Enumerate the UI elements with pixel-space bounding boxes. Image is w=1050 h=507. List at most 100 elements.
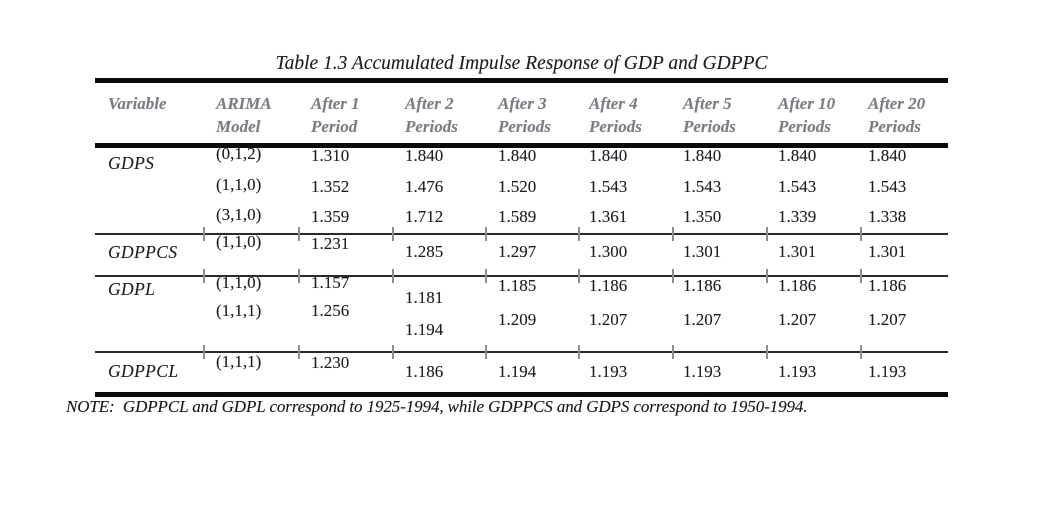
value-cell: 1.285	[405, 242, 444, 261]
column-boundary-tick	[392, 227, 394, 241]
value-cell: 1.310	[311, 146, 350, 165]
value-cell: 1.543	[778, 177, 817, 196]
value-cell: 1.840	[683, 146, 722, 165]
arima-model-cell: (1,1,1)	[216, 352, 262, 371]
column-boundary-tick	[203, 227, 205, 241]
value-cell: 1.520	[498, 177, 537, 196]
value-cell: 1.589	[498, 207, 537, 226]
arima-model-cell: (1,1,1)	[216, 301, 262, 320]
column-header-line: Periods	[589, 117, 642, 136]
value-cell: 1.543	[589, 177, 628, 196]
column-header-line: ARIMA	[216, 94, 272, 113]
column-boundary-tick	[203, 269, 205, 283]
thick-horizontal-rule	[95, 392, 948, 397]
column-header-line: Period	[311, 117, 358, 136]
value-cell: 1.476	[405, 177, 444, 196]
column-header-line: Periods	[405, 117, 458, 136]
column-boundary-tick	[298, 269, 300, 283]
column-boundary-tick	[672, 227, 674, 241]
value-cell: 1.840	[868, 146, 907, 165]
column-boundary-tick	[578, 269, 580, 283]
column-boundary-tick	[766, 269, 768, 283]
column-boundary-tick	[578, 227, 580, 241]
column-header-line: After 1	[311, 94, 360, 113]
value-cell: 1.231	[311, 234, 350, 253]
value-cell: 1.194	[498, 362, 537, 381]
column-header: After 20 Periods	[868, 92, 925, 138]
value-cell: 1.339	[778, 207, 817, 226]
variable-label: GDPPCS	[108, 242, 178, 262]
value-cell: 1.350	[683, 207, 722, 226]
variable-label: GDPS	[108, 153, 155, 173]
column-boundary-tick	[766, 345, 768, 359]
value-cell: 1.712	[405, 207, 444, 226]
value-cell: 1.207	[868, 310, 907, 329]
column-header-line: Periods	[498, 117, 551, 136]
value-cell: 1.181	[405, 288, 444, 307]
table-title: Table 1.3 Accumulated Impulse Response o…	[275, 53, 768, 74]
value-cell: 1.301	[778, 242, 817, 261]
value-cell: 1.207	[683, 310, 722, 329]
column-header-line: After 3	[498, 94, 547, 113]
value-cell: 1.185	[498, 276, 537, 295]
column-boundary-tick	[860, 227, 862, 241]
column-header: After 4 Periods	[589, 92, 642, 138]
column-boundary-tick	[392, 345, 394, 359]
column-header-line: After 20	[868, 94, 926, 113]
value-cell: 1.207	[589, 310, 628, 329]
column-header: After 3 Periods	[498, 92, 551, 138]
thick-horizontal-rule	[95, 143, 948, 148]
value-cell: 1.193	[683, 362, 722, 381]
value-cell: 1.186	[683, 276, 722, 295]
value-cell: 1.186	[778, 276, 817, 295]
value-cell: 1.193	[868, 362, 907, 381]
column-boundary-tick	[860, 345, 862, 359]
column-header-line: After 4	[589, 94, 638, 113]
arima-model-cell: (3,1,0)	[216, 205, 262, 224]
value-cell: 1.300	[589, 242, 628, 261]
column-header-line: Periods	[683, 117, 736, 136]
value-cell: 1.338	[868, 207, 907, 226]
column-boundary-tick	[298, 345, 300, 359]
value-cell: 1.361	[589, 207, 628, 226]
value-cell: 1.230	[311, 353, 350, 372]
thick-horizontal-rule	[95, 78, 948, 83]
value-cell: 1.186	[589, 276, 628, 295]
value-cell: 1.193	[778, 362, 817, 381]
column-header-line: Model	[216, 117, 261, 136]
arima-model-cell: (1,1,0)	[216, 175, 262, 194]
column-header: After 5 Periods	[683, 92, 736, 138]
variable-label: GDPL	[108, 279, 156, 299]
value-cell: 1.840	[589, 146, 628, 165]
column-header-line: Periods	[778, 117, 831, 136]
value-cell: 1.297	[498, 242, 537, 261]
value-cell: 1.207	[778, 310, 817, 329]
value-cell: 1.840	[498, 146, 537, 165]
thin-horizontal-rule	[95, 233, 948, 235]
value-cell: 1.186	[868, 276, 907, 295]
value-cell: 1.193	[589, 362, 628, 381]
column-header-line: Periods	[868, 117, 921, 136]
value-cell: 1.186	[405, 362, 444, 381]
arima-model-cell: (1,1,0)	[216, 232, 262, 251]
column-header: After 10 Periods	[778, 92, 835, 138]
column-boundary-tick	[672, 345, 674, 359]
value-cell: 1.194	[405, 320, 444, 339]
value-cell: 1.543	[683, 177, 722, 196]
column-boundary-tick	[485, 345, 487, 359]
value-cell: 1.359	[311, 207, 350, 226]
value-cell: 1.543	[868, 177, 907, 196]
value-cell: 1.209	[498, 310, 537, 329]
column-boundary-tick	[392, 269, 394, 283]
variable-label: GDPPCL	[108, 361, 179, 381]
column-boundary-tick	[485, 227, 487, 241]
value-cell: 1.301	[868, 242, 907, 261]
column-boundary-tick	[203, 345, 205, 359]
value-cell: 1.256	[311, 301, 350, 320]
column-header: Variable	[108, 92, 167, 115]
column-header: After 2 Periods	[405, 92, 458, 138]
column-boundary-tick	[578, 345, 580, 359]
column-boundary-tick	[298, 227, 300, 241]
value-cell: 1.157	[311, 273, 350, 292]
